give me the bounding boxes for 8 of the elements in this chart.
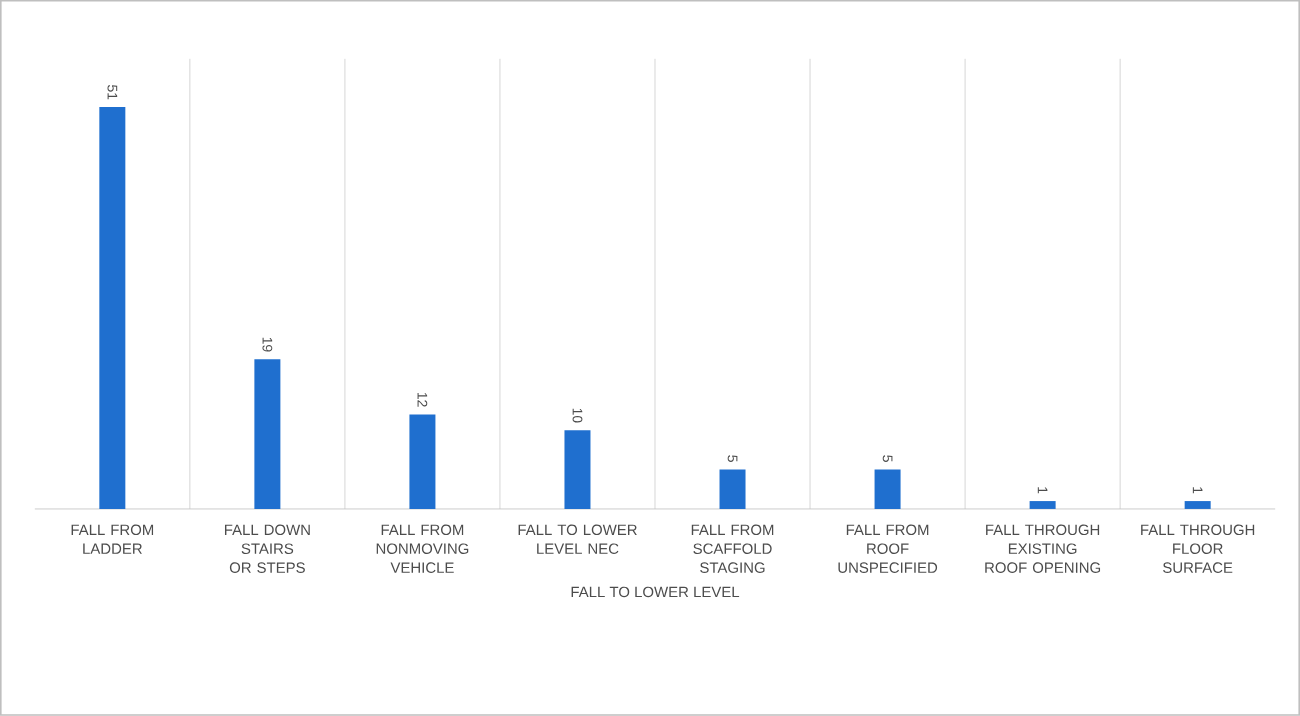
bar: [1184, 501, 1211, 510]
bar: [874, 469, 901, 510]
bar: [254, 359, 281, 510]
bar: [99, 107, 126, 510]
bar: [1029, 501, 1056, 510]
bar: [719, 469, 746, 510]
bar: [564, 430, 591, 510]
bar: [409, 414, 436, 510]
